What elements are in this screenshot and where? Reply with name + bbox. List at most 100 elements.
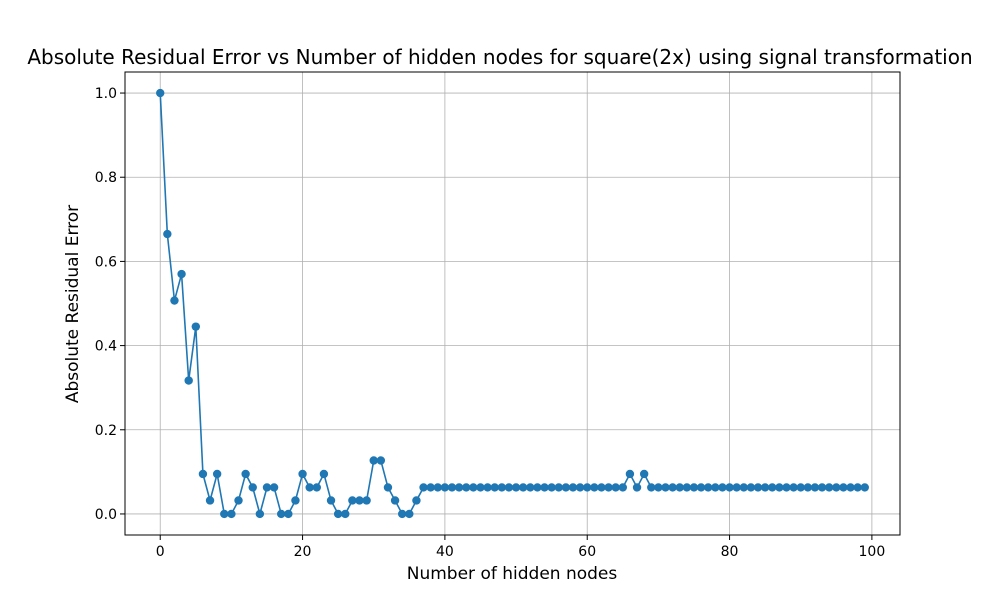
x-tick-label: 0 bbox=[156, 544, 165, 560]
data-point bbox=[440, 483, 450, 492]
data-point bbox=[319, 469, 329, 479]
data-point bbox=[540, 483, 549, 492]
data-point bbox=[397, 509, 407, 519]
data-point bbox=[789, 483, 798, 492]
data-point bbox=[725, 483, 734, 492]
data-point bbox=[205, 496, 215, 505]
y-tick-label: 0.2 bbox=[95, 423, 117, 439]
data-point bbox=[739, 483, 748, 492]
data-point bbox=[575, 483, 585, 492]
data-point bbox=[860, 483, 869, 492]
data-point bbox=[220, 509, 229, 519]
x-axis-title: Number of hidden nodes bbox=[407, 564, 618, 584]
data-point bbox=[803, 483, 813, 492]
data-point bbox=[170, 296, 179, 305]
data-point bbox=[518, 483, 528, 492]
plot-area-frame bbox=[124, 71, 901, 536]
data-point bbox=[632, 483, 642, 492]
data-point bbox=[191, 322, 201, 331]
data-point bbox=[326, 496, 336, 505]
data-point bbox=[746, 483, 756, 492]
data-point bbox=[647, 483, 656, 492]
data-point bbox=[604, 483, 613, 492]
x-tick-label: 80 bbox=[721, 544, 739, 560]
data-point bbox=[561, 483, 571, 492]
data-point bbox=[234, 496, 243, 505]
data-point bbox=[390, 496, 400, 505]
data-point bbox=[618, 483, 628, 492]
data-point bbox=[419, 483, 428, 492]
data-point bbox=[433, 483, 442, 492]
data-point bbox=[405, 509, 414, 519]
data-point bbox=[156, 88, 165, 98]
x-tick-label: 40 bbox=[436, 544, 454, 560]
data-point bbox=[753, 483, 763, 492]
y-tick-label: 0.4 bbox=[95, 339, 117, 355]
data-point bbox=[796, 483, 805, 492]
y-tick-label: 0.8 bbox=[95, 170, 117, 186]
data-point bbox=[554, 483, 563, 492]
y-tick-label: 0.0 bbox=[95, 507, 117, 523]
data-point bbox=[583, 483, 592, 492]
data-point bbox=[689, 483, 699, 492]
data-point bbox=[362, 496, 371, 505]
chart-title: Absolute Residual Error vs Number of hid… bbox=[27, 45, 972, 69]
data-point bbox=[163, 229, 172, 239]
data-point bbox=[212, 469, 222, 479]
axis-ticks: 0 20 40 60 80 100 0.0 0.2 0.4 0.6 0.8 1.0 bbox=[95, 86, 886, 560]
y-tick-label: 1.0 bbox=[95, 86, 117, 102]
data-point bbox=[654, 483, 663, 492]
data-point bbox=[291, 496, 300, 505]
data-point bbox=[305, 483, 314, 492]
data-point bbox=[269, 483, 279, 492]
data-point bbox=[277, 509, 286, 519]
data-point bbox=[447, 483, 457, 492]
data-point bbox=[262, 483, 272, 492]
data-point bbox=[839, 483, 848, 492]
grid bbox=[125, 72, 900, 535]
data-point bbox=[668, 483, 677, 492]
data-point bbox=[661, 483, 670, 492]
data-point bbox=[511, 483, 521, 492]
data-point bbox=[490, 483, 499, 492]
data-point bbox=[732, 483, 741, 492]
data-point bbox=[639, 469, 649, 479]
data-point bbox=[547, 483, 556, 492]
x-tick-label: 20 bbox=[294, 544, 312, 560]
data-point bbox=[625, 469, 635, 479]
data-point bbox=[227, 509, 236, 519]
data-point bbox=[412, 496, 421, 505]
data-point bbox=[782, 483, 791, 492]
data-point bbox=[255, 509, 265, 519]
data-point bbox=[369, 456, 378, 465]
x-tick-label: 60 bbox=[578, 544, 596, 560]
data-point bbox=[760, 483, 770, 492]
data-series bbox=[156, 88, 869, 519]
data-point bbox=[675, 483, 684, 492]
data-point bbox=[312, 483, 321, 492]
data-point bbox=[426, 483, 435, 492]
data-point bbox=[768, 483, 777, 492]
data-point bbox=[853, 483, 862, 492]
data-point bbox=[348, 496, 357, 505]
data-point bbox=[476, 483, 485, 492]
data-point bbox=[241, 469, 250, 479]
data-point bbox=[533, 483, 542, 492]
data-point bbox=[469, 483, 478, 492]
data-point bbox=[590, 483, 599, 492]
data-point bbox=[284, 509, 293, 519]
data-point bbox=[682, 483, 692, 492]
series-line bbox=[159, 93, 865, 518]
data-point bbox=[832, 483, 841, 492]
data-point bbox=[298, 469, 307, 479]
data-point bbox=[177, 269, 186, 279]
data-point bbox=[704, 483, 713, 492]
data-point bbox=[718, 483, 727, 492]
data-point bbox=[248, 483, 257, 492]
data-point bbox=[497, 483, 507, 492]
x-tick-label: 100 bbox=[859, 544, 886, 560]
data-point bbox=[696, 483, 706, 492]
data-point bbox=[184, 376, 193, 385]
data-point bbox=[526, 483, 535, 492]
